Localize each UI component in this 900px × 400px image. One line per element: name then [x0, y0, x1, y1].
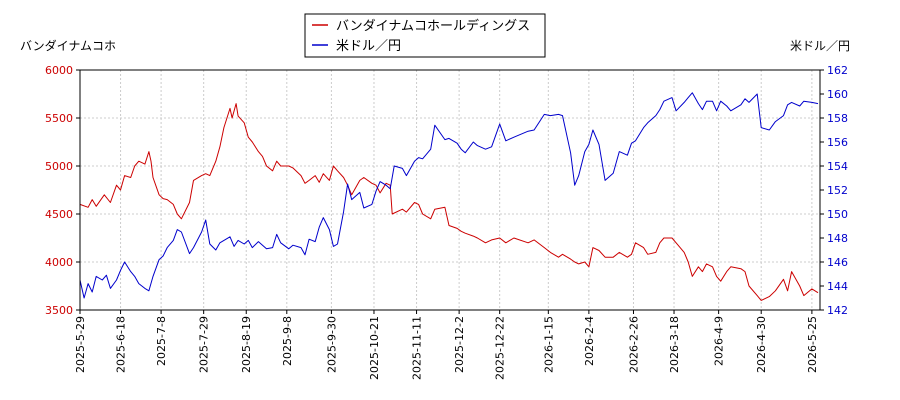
right-tick-label: 148: [827, 232, 848, 245]
left-tick-label: 3500: [45, 304, 73, 317]
x-tick-label: 2025-7-29: [198, 316, 211, 373]
x-tick-label: 2025-10-21: [368, 316, 381, 380]
right-tick-label: 150: [827, 208, 848, 221]
left-axis-title: バンダイナムコホ: [20, 38, 116, 53]
x-tick-label: 2026-4-30: [755, 316, 768, 373]
right-axis: 142 144 146 148 150 152 154 156 158 160 162: [820, 64, 848, 317]
x-tick-label: 2025-6-18: [115, 316, 128, 373]
series-layer: [79, 92, 819, 301]
right-tick-label: 162: [827, 64, 848, 77]
grid: [79, 69, 820, 311]
legend-box: [304, 13, 546, 58]
legend-entry-stock: バンダイナムコホールディングス: [336, 18, 530, 34]
x-tick-label: 2025-12-2: [453, 316, 466, 373]
x-tick-label: 2025-11-11: [411, 316, 424, 380]
right-tick-label: 154: [827, 160, 848, 173]
left-tick-label: 5000: [45, 160, 73, 173]
right-tick-label: 146: [827, 256, 848, 269]
left-tick-label: 6000: [45, 64, 73, 77]
legend: バンダイナムコホールディングス 米ドル／円: [304, 13, 546, 58]
x-tick-label: 2026-2-4: [583, 316, 596, 366]
x-tick-label: 2025-9-30: [325, 316, 338, 373]
right-tick-label: 158: [827, 112, 848, 125]
right-tick-label: 144: [827, 280, 848, 293]
x-tick-label: 2025-9-8: [281, 316, 294, 366]
x-tick-label: 2026-5-25: [806, 316, 819, 373]
x-tick-label: 2025-12-22: [494, 316, 507, 380]
right-tick-label: 156: [827, 136, 848, 149]
x-tick-label: 2026-1-15: [542, 316, 555, 373]
right-tick-label: 142: [827, 304, 848, 317]
right-axis-title: 米ドル／円: [790, 39, 850, 53]
x-tick-label: 2025-7-8: [155, 316, 168, 366]
x-tick-label: 2025-5-29: [74, 316, 87, 373]
x-tick-label: 2025-8-19: [240, 316, 253, 373]
x-tick-label: 2026-2-26: [627, 316, 640, 373]
left-axis: 3500 4000 4500 5000 5500 6000: [45, 64, 80, 317]
right-tick-label: 160: [827, 88, 848, 101]
x-tick-label: 2026-4-9: [713, 316, 726, 366]
series-line-usdjpy: [79, 92, 819, 299]
left-tick-label: 5500: [45, 112, 73, 125]
x-axis: 2025-5-29 2025-6-18 2025-7-8 2025-7-29 2025-…: [74, 310, 819, 380]
legend-entry-usdjpy: 米ドル／円: [336, 39, 401, 54]
right-tick-label: 152: [827, 184, 848, 197]
left-tick-label: 4000: [45, 256, 73, 269]
left-tick-label: 4500: [45, 208, 73, 221]
x-tick-label: 2026-3-18: [668, 316, 681, 373]
series-line-stock: [79, 103, 819, 301]
